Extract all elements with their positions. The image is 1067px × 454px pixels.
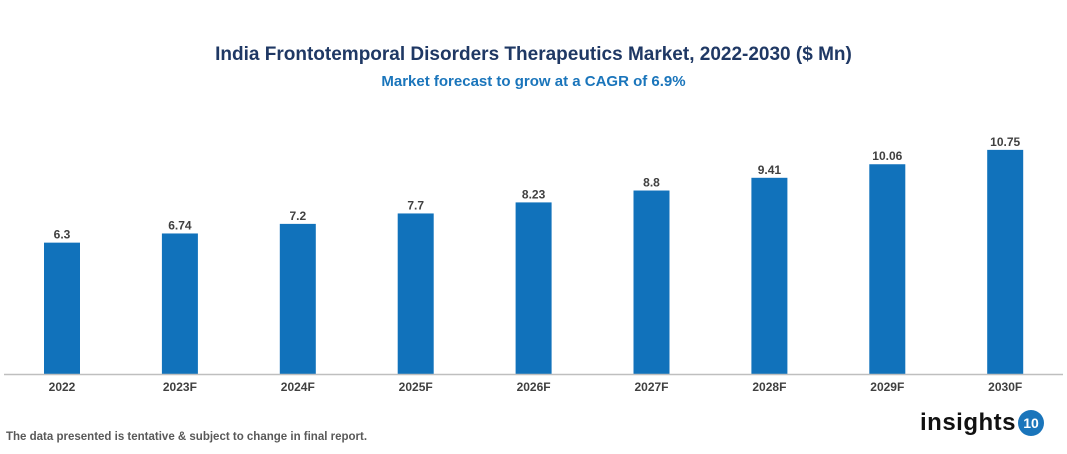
x-tick-label: 2023F xyxy=(163,380,197,394)
data-label: 7.7 xyxy=(407,198,424,212)
x-tick-label: 2026F xyxy=(517,380,551,394)
x-tick-label: 2027F xyxy=(634,380,668,394)
data-label: 10.06 xyxy=(872,149,902,163)
data-label: 6.3 xyxy=(54,228,71,242)
bar xyxy=(869,164,906,374)
data-label: 10.75 xyxy=(990,135,1020,149)
x-tick-label: 2022 xyxy=(49,380,76,394)
bar xyxy=(633,190,670,374)
bar xyxy=(515,202,552,374)
bar xyxy=(397,213,434,374)
bar xyxy=(751,177,788,374)
footnote: The data presented is tentative & subjec… xyxy=(6,431,368,443)
chart-title: India Frontotemporal Disorders Therapeut… xyxy=(215,44,852,65)
data-label: 7.2 xyxy=(289,209,306,223)
x-tick-label: 2024F xyxy=(281,380,315,394)
logo-badge: 10 xyxy=(1018,410,1045,436)
insights10-logo: insights 10 xyxy=(920,409,1045,437)
data-label: 8.8 xyxy=(643,176,660,190)
bar xyxy=(279,223,316,374)
x-tick-label: 2030F xyxy=(988,380,1022,394)
x-tick-label: 2025F xyxy=(399,380,433,394)
data-label: 6.74 xyxy=(168,218,192,232)
x-tick-label: 2029F xyxy=(870,380,904,394)
bar xyxy=(987,149,1024,374)
chart-subtitle: Market forecast to grow at a CAGR of 6.9… xyxy=(381,73,686,90)
data-label: 8.23 xyxy=(522,187,546,201)
bar xyxy=(44,242,80,374)
bar xyxy=(161,233,198,374)
x-tick-label: 2028F xyxy=(752,380,786,394)
logo-text: insights xyxy=(920,409,1017,436)
data-label: 9.41 xyxy=(758,163,782,177)
